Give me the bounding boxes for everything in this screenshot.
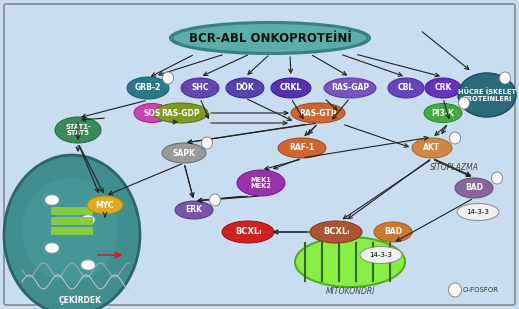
Ellipse shape: [458, 73, 516, 117]
Ellipse shape: [455, 178, 493, 198]
Ellipse shape: [271, 78, 311, 98]
Ellipse shape: [360, 247, 402, 264]
Text: 14-3-3: 14-3-3: [370, 252, 392, 258]
Ellipse shape: [291, 103, 345, 123]
Text: MİTOKONDRİ: MİTOKONDRİ: [325, 287, 375, 297]
Text: BAD: BAD: [384, 227, 402, 236]
Ellipse shape: [499, 72, 511, 84]
Ellipse shape: [45, 243, 59, 253]
Ellipse shape: [55, 117, 101, 143]
Ellipse shape: [201, 137, 212, 149]
Ellipse shape: [449, 132, 460, 144]
Ellipse shape: [425, 78, 461, 98]
Ellipse shape: [162, 72, 173, 84]
Ellipse shape: [278, 138, 326, 158]
Ellipse shape: [388, 78, 424, 98]
Text: MEK1
MEK2: MEK1 MEK2: [251, 177, 271, 189]
Text: SAPK: SAPK: [172, 149, 196, 158]
Text: SHC: SHC: [191, 83, 209, 92]
Text: BAD: BAD: [465, 184, 483, 193]
Ellipse shape: [162, 143, 206, 163]
Ellipse shape: [170, 22, 370, 54]
Ellipse shape: [210, 194, 221, 206]
Ellipse shape: [458, 97, 470, 109]
Ellipse shape: [310, 221, 362, 243]
Text: SOS: SOS: [143, 108, 160, 117]
Ellipse shape: [45, 195, 59, 205]
Text: RAS-GTP: RAS-GTP: [299, 108, 337, 117]
Ellipse shape: [237, 170, 285, 196]
Text: CRK: CRK: [434, 83, 452, 92]
Ellipse shape: [374, 222, 412, 242]
Text: HÜCRE İSKELET
PROTEİNLERİ: HÜCRE İSKELET PROTEİNLERİ: [458, 88, 516, 102]
Text: STAT1-
STAT5: STAT1- STAT5: [65, 124, 91, 136]
Ellipse shape: [127, 77, 169, 99]
Text: SİTOPLAZMA: SİTOPLAZMA: [430, 163, 479, 172]
Ellipse shape: [295, 237, 405, 287]
Ellipse shape: [181, 78, 219, 98]
Text: BCR-ABL ONKOPROTEİNİ: BCR-ABL ONKOPROTEİNİ: [188, 32, 351, 44]
Text: AKT: AKT: [424, 143, 441, 153]
Text: BCXLₗ: BCXLₗ: [323, 227, 349, 236]
Text: CRKL: CRKL: [280, 83, 302, 92]
Ellipse shape: [154, 103, 208, 123]
FancyBboxPatch shape: [51, 217, 93, 225]
FancyBboxPatch shape: [51, 207, 93, 215]
Text: O-FOSFOR: O-FOSFOR: [463, 287, 499, 293]
FancyBboxPatch shape: [51, 227, 93, 235]
Text: 14-3-3: 14-3-3: [467, 209, 489, 215]
Ellipse shape: [491, 172, 502, 184]
Text: DÖK: DÖK: [236, 83, 254, 92]
Ellipse shape: [87, 196, 123, 214]
Ellipse shape: [324, 78, 376, 98]
Ellipse shape: [81, 260, 95, 270]
Ellipse shape: [172, 23, 367, 53]
Ellipse shape: [448, 283, 461, 297]
Ellipse shape: [175, 201, 213, 219]
Ellipse shape: [4, 155, 140, 309]
Text: BCR-ABL ONKOPROTEİNİ: BCR-ABL ONKOPROTEİNİ: [188, 32, 351, 44]
Text: ÇEKİRDEK: ÇEKİRDEK: [59, 295, 102, 305]
Text: BCXLₗ: BCXLₗ: [235, 227, 261, 236]
Text: RAS-GAP: RAS-GAP: [331, 83, 369, 92]
Text: PI3-K: PI3-K: [432, 108, 455, 117]
Ellipse shape: [222, 221, 274, 243]
Ellipse shape: [226, 78, 264, 98]
Ellipse shape: [22, 178, 118, 282]
Text: MYC: MYC: [95, 201, 114, 210]
Text: RAF-1: RAF-1: [290, 143, 315, 153]
Ellipse shape: [412, 138, 452, 158]
Text: CBL: CBL: [398, 83, 414, 92]
Text: RAS-GDP: RAS-GDP: [162, 108, 200, 117]
Text: ERK: ERK: [185, 205, 202, 214]
Ellipse shape: [81, 215, 95, 225]
Ellipse shape: [457, 204, 499, 221]
Ellipse shape: [424, 104, 462, 122]
Text: GRB-2: GRB-2: [135, 83, 161, 92]
Ellipse shape: [134, 104, 170, 122]
